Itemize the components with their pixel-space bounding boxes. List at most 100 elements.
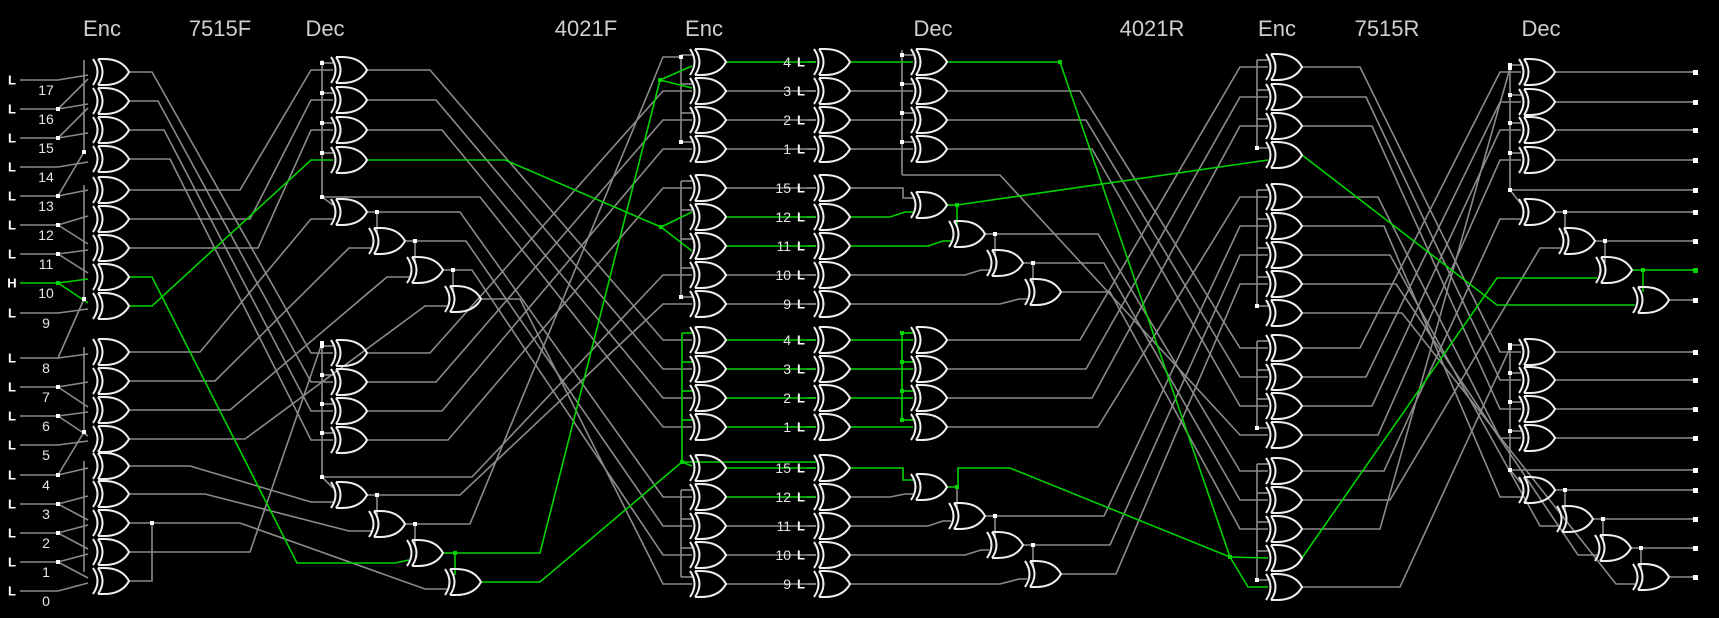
input-pin-11[interactable]: L 11 (8, 247, 53, 273)
input-pin-state[interactable]: L (8, 160, 16, 175)
input-pin-16[interactable]: L 16 (8, 102, 54, 128)
mid-pin-number: 10 (775, 267, 791, 283)
input-pin-13[interactable]: L 13 (8, 189, 54, 215)
active-wire (1229, 556, 1268, 588)
xor-gate (689, 512, 727, 540)
xor-gate (1265, 457, 1303, 485)
input-pin-3[interactable]: L3 (8, 497, 50, 523)
mid-pin-state[interactable]: L (797, 84, 805, 99)
xor-gate (330, 86, 368, 114)
junction-dot (1508, 371, 1512, 375)
mid-pin-10[interactable]: 10 L (775, 547, 805, 563)
mid-pin-state[interactable]: L (797, 577, 805, 592)
input-pin-state[interactable]: L (8, 218, 16, 233)
mid-pin-state[interactable]: L (797, 519, 805, 534)
mid-pin-state[interactable]: L (797, 461, 805, 476)
xor-gate (1265, 212, 1303, 240)
mid-pin-state[interactable]: L (797, 210, 805, 225)
input-pin-state[interactable]: L (8, 526, 16, 541)
input-pin-state[interactable]: L (8, 131, 16, 146)
mid-pin-state[interactable]: L (797, 113, 805, 128)
junction-dot (993, 514, 997, 518)
input-pin-6[interactable]: L6 (8, 409, 50, 435)
input-pin-10[interactable]: H 10 (7, 276, 54, 302)
output-pin (1693, 575, 1698, 580)
input-pin-state[interactable]: L (8, 351, 16, 366)
mid-pin-10[interactable]: 10 L (775, 267, 805, 283)
mid-pin-11[interactable]: 11 L (776, 238, 805, 254)
wire (57, 298, 85, 359)
input-pin-4[interactable]: L4 (8, 468, 50, 494)
mid-pin-state[interactable]: L (797, 268, 805, 283)
wire (20, 215, 89, 226)
input-pin-state[interactable]: L (8, 468, 16, 483)
mid-pin-state[interactable]: L (797, 391, 805, 406)
mid-pin-state[interactable]: L (797, 181, 805, 196)
input-pin-state[interactable]: L (8, 306, 16, 321)
mid-pin-11[interactable]: 11 L (776, 518, 805, 534)
input-pin-state[interactable]: L (8, 497, 16, 512)
junction-dot (1228, 555, 1232, 559)
junction-dot (56, 385, 60, 389)
mid-pin-15[interactable]: 15 L (775, 180, 805, 196)
wire (947, 96, 1268, 370)
input-pin-state[interactable]: L (8, 73, 16, 88)
mid-pin-state[interactable]: L (797, 362, 805, 377)
input-pin-state[interactable]: L (8, 584, 16, 599)
input-pin-state[interactable]: L (8, 102, 16, 117)
wire (20, 524, 89, 534)
mid-pin-state[interactable]: L (797, 548, 805, 563)
mid-pin-state[interactable]: L (797, 490, 805, 505)
wire (850, 549, 989, 556)
input-pin-state[interactable]: L (8, 189, 16, 204)
mid-pin-number: 9 (783, 576, 791, 592)
junction-dot (320, 431, 324, 435)
input-pin-14[interactable]: L 14 (8, 160, 54, 186)
wire (367, 99, 692, 370)
input-pin-0[interactable]: L0 (8, 584, 50, 610)
mid-pin-state[interactable]: L (797, 333, 805, 348)
mid-pin-state[interactable]: L (797, 55, 805, 70)
mid-pin-state[interactable]: L (797, 239, 805, 254)
input-pin-17[interactable]: L 17 (8, 73, 54, 99)
mid-pin-12[interactable]: 12 L (775, 209, 805, 225)
input-pin-12[interactable]: L 12 (8, 218, 54, 244)
xor-gate (986, 531, 1024, 559)
mid-pin-state[interactable]: L (797, 142, 805, 157)
label-layer: Enc 7515F Dec 4021F Enc Dec 4021R Enc 7515R Dec (83, 16, 1561, 41)
input-pin-5[interactable]: L5 (8, 438, 50, 464)
active-wire (367, 159, 662, 228)
mid-pin-15[interactable]: 15 L (775, 460, 805, 476)
input-pin-state[interactable]: L (8, 555, 16, 570)
input-pin-7[interactable]: L7 (8, 380, 50, 406)
input-pin-state[interactable]: L (8, 438, 16, 453)
input-pin-state[interactable]: H (7, 276, 16, 291)
output-pin (1693, 468, 1698, 473)
mid-pin-state[interactable]: L (797, 297, 805, 312)
input-pin-15[interactable]: L 15 (8, 131, 54, 157)
input-pin-2[interactable]: L2 (8, 526, 50, 552)
input-pin-state[interactable]: L (8, 247, 16, 262)
wire (20, 467, 89, 476)
input-pin-state[interactable]: L (8, 409, 16, 424)
xor-gate (92, 538, 130, 566)
input-pin-state[interactable]: L (8, 380, 16, 395)
mid-pin-12[interactable]: 12 L (775, 489, 805, 505)
xor-gate (813, 77, 851, 105)
input-pin-9[interactable]: L9 (8, 306, 50, 332)
wire (57, 431, 85, 476)
mid-pin-state[interactable]: L (797, 420, 805, 435)
input-pin-8[interactable]: L8 (8, 351, 50, 377)
input-pin-1[interactable]: L1 (8, 555, 50, 581)
junction-dot (320, 341, 324, 345)
